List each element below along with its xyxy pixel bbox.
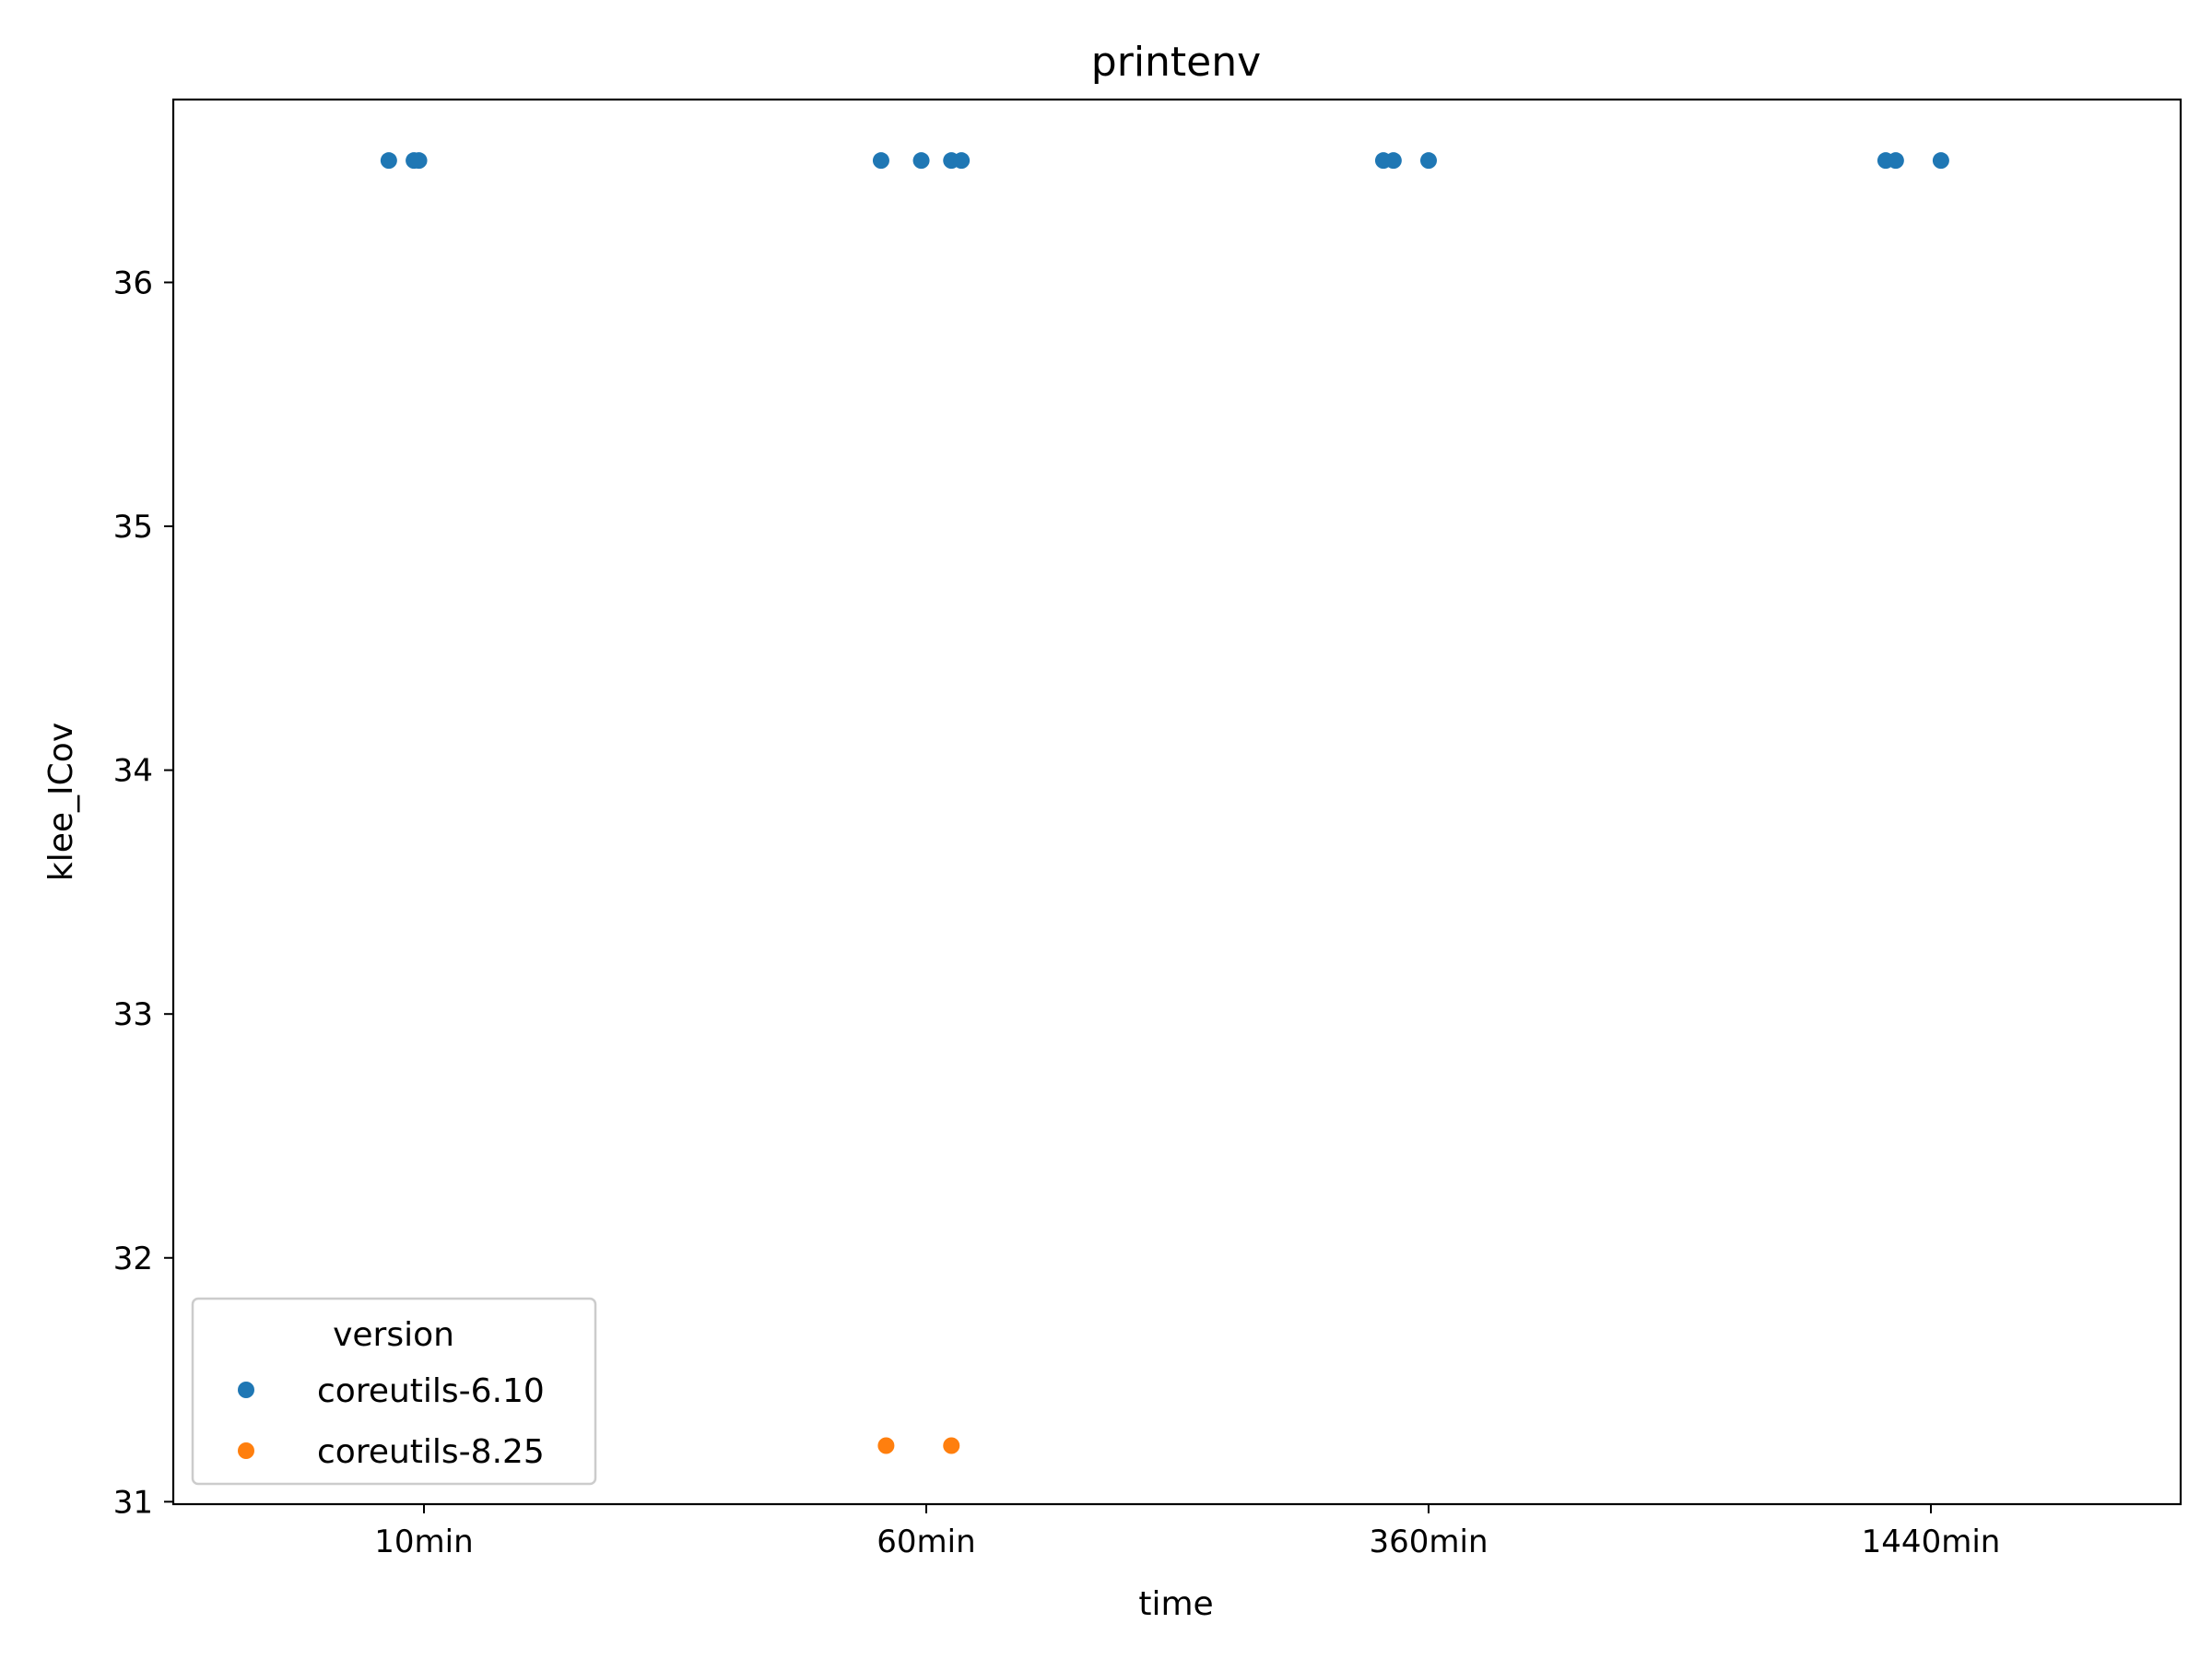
axis-ticks: 10min 60min 360min 1440min 31 32 33 34 35 36	[113, 265, 2001, 1560]
x-tick-label-10min: 10min	[374, 1524, 473, 1560]
legend-label-1: coreutils-6.10	[317, 1372, 545, 1410]
y-tick-label-36: 36	[113, 265, 153, 301]
y-tick-label-34: 34	[113, 753, 153, 790]
y-tick-label-32: 32	[113, 1241, 153, 1277]
x-tick-label-60min: 60min	[877, 1524, 975, 1560]
x-tick-label-360min: 360min	[1369, 1524, 1488, 1560]
x-tick-label-1440min: 1440min	[1862, 1524, 2001, 1560]
data-point-2-2	[943, 1437, 960, 1454]
legend-title: version	[333, 1316, 454, 1354]
data-point-2-1	[877, 1437, 895, 1454]
data-point-1-1	[380, 152, 397, 170]
legend-entries: coreutils-6.10 coreutils-8.25	[238, 1372, 545, 1471]
legend-marker-1	[238, 1382, 254, 1398]
data-point-1-4	[872, 152, 889, 170]
y-axis-label: klee_ICov	[42, 723, 80, 881]
legend-label-2: coreutils-8.25	[317, 1433, 545, 1471]
data-point-1-10	[1420, 152, 1437, 170]
data-points	[380, 152, 1949, 1454]
legend-marker-2	[238, 1442, 254, 1459]
x-axis-label: time	[1138, 1585, 1213, 1623]
data-point-1-12	[1887, 152, 1904, 170]
legend: version coreutils-6.10 coreutils-8.25	[191, 1297, 597, 1486]
y-tick-label-35: 35	[113, 509, 153, 546]
data-point-1-7	[953, 152, 971, 170]
legend-box	[191, 1297, 597, 1486]
data-point-1-5	[912, 152, 930, 170]
data-point-1-3	[410, 152, 428, 170]
chart-title: printenv	[1091, 39, 1261, 86]
data-point-1-13	[1932, 152, 1949, 170]
data-point-1-9	[1384, 152, 1402, 170]
y-tick-label-31: 31	[113, 1484, 153, 1521]
plot-area-frame	[171, 98, 2183, 1506]
y-tick-label-33: 33	[113, 996, 153, 1033]
